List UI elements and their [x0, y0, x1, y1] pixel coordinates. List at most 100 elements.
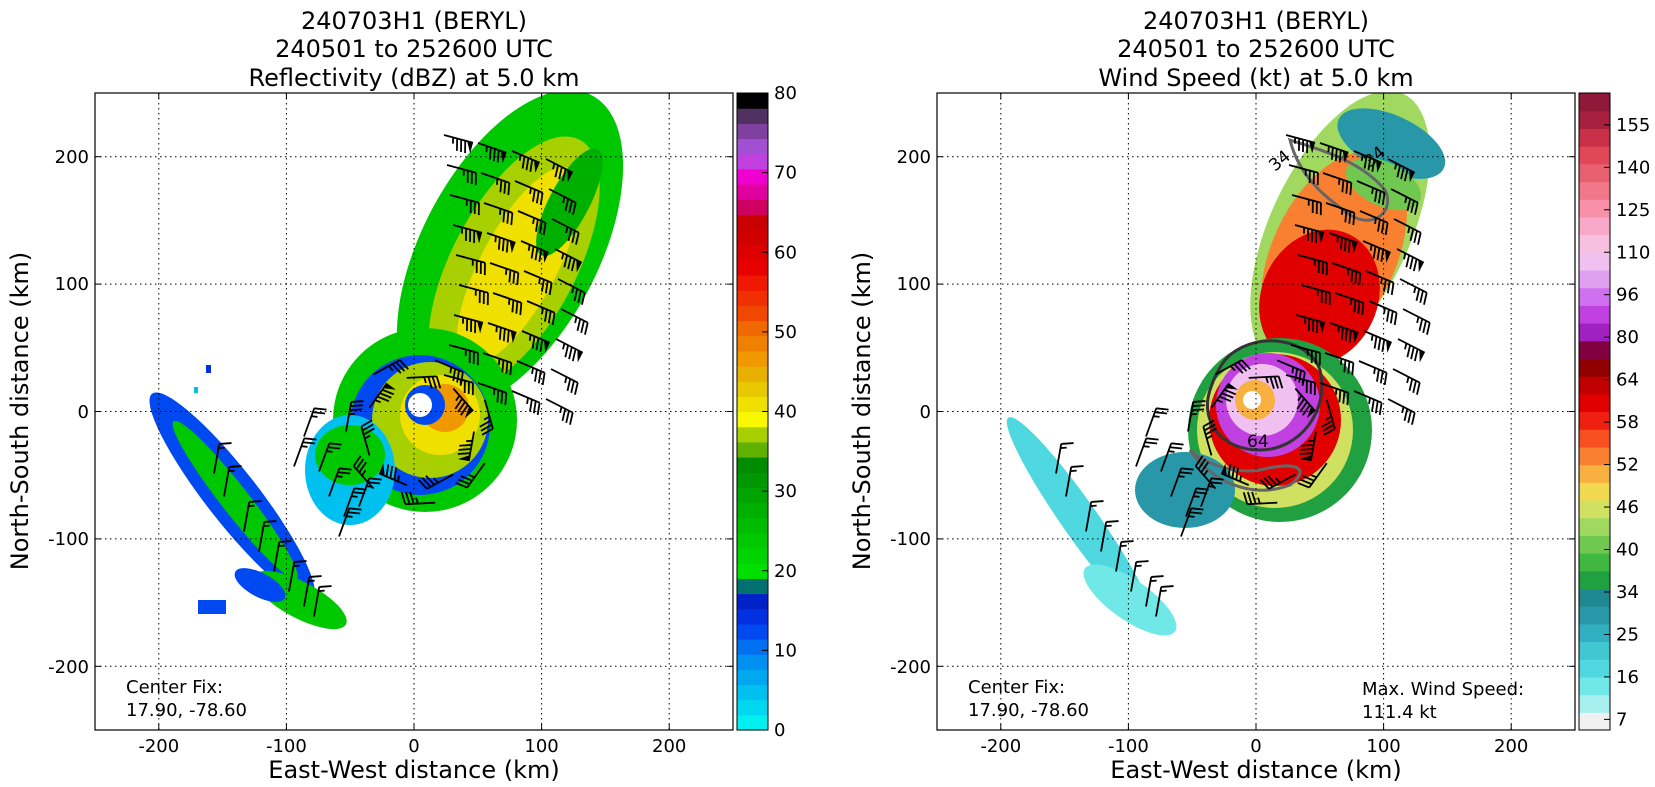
colorbar-swatch [1579, 287, 1610, 306]
wind-barb [1368, 300, 1398, 326]
colorbar-swatch [737, 593, 768, 610]
wind-barb [1290, 344, 1321, 366]
panel1-xlabel: East-West distance (km) [268, 756, 559, 784]
wind-barb [526, 300, 556, 326]
colorbar-swatch [1579, 482, 1610, 501]
wind-barb [477, 382, 508, 406]
contour-label-64: 64 [1247, 432, 1269, 452]
wind-barb [480, 172, 511, 196]
wind-barb [1187, 400, 1206, 432]
wind-barb [1353, 150, 1382, 173]
wind-barb [1319, 142, 1349, 164]
colorbar-swatch [737, 275, 768, 291]
wind-barb [1399, 278, 1428, 305]
wind-barb [352, 455, 375, 490]
colorbar-swatch [1579, 712, 1610, 731]
wind-barb [523, 270, 553, 296]
colorbar-swatch [1579, 606, 1610, 625]
colorbar-swatch [1579, 146, 1610, 165]
panel1-title-line3: Reflectivity (dBZ) at 5.0 km [249, 64, 580, 92]
wind-barb [1325, 202, 1356, 226]
colorbar-swatch [737, 714, 768, 731]
colorbar-swatch [1579, 623, 1610, 643]
wind-barb [1100, 520, 1119, 552]
colorbar-swatch [737, 578, 768, 595]
wind-barb [1085, 500, 1104, 532]
wind-barb [1055, 442, 1074, 474]
colorbar-swatch [1579, 340, 1610, 360]
panel2-xtick-label: 200 [1494, 736, 1528, 757]
colorbar-swatch [737, 168, 768, 185]
wind-barb [554, 248, 583, 273]
colorbar-tick-label: 96 [1616, 285, 1639, 306]
wind-barb [457, 431, 475, 462]
colorbar-swatch [1579, 588, 1610, 607]
wind-barb [1185, 487, 1209, 517]
colorbar-swatch [1579, 199, 1610, 218]
wind-barb [1145, 575, 1164, 607]
colorbar-tick-label: 70 [774, 163, 797, 184]
colorbar-swatch [1579, 676, 1610, 696]
wind-barb [318, 442, 342, 472]
colorbar-swatch [1579, 694, 1610, 713]
colorbar-swatch [1579, 659, 1610, 678]
panel2-center-fix-label: Center Fix: [968, 677, 1065, 698]
colorbar-tick-label: 52 [1616, 455, 1639, 476]
wind-barb [406, 375, 442, 389]
colorbar-swatch [737, 548, 768, 564]
wind-barb [243, 500, 262, 532]
wind-barb [1393, 218, 1422, 245]
colorbar-swatch [737, 108, 768, 124]
wind-barb [328, 467, 352, 497]
wind-barb [446, 164, 477, 186]
colorbar-swatch [1579, 110, 1610, 129]
wind-barb [1321, 399, 1336, 436]
panel1-wind-barbs [213, 134, 589, 617]
wind-barb [1220, 463, 1250, 486]
wind-barb [1331, 262, 1362, 286]
wind-barb [258, 520, 277, 552]
colorbar-swatch [1579, 358, 1610, 377]
panel1-center-fix-value: 17.90, -78.60 [126, 700, 247, 721]
colorbar-swatch [1579, 93, 1610, 112]
panel1-grid [95, 93, 733, 730]
panel1-center-fix-label: Center Fix: [126, 677, 223, 698]
panel2-title-line1: 240703H1 (BERYL) [1143, 7, 1369, 35]
wind-barb [1297, 254, 1328, 276]
colorbar-swatch [1579, 163, 1610, 183]
colorbar-swatch [1579, 553, 1610, 572]
wind-barb [452, 224, 483, 244]
colorbar-swatch [737, 457, 768, 473]
wind-barb [1402, 308, 1431, 335]
colorbar-swatch [1579, 181, 1610, 200]
colorbar-tick-label: 20 [774, 561, 797, 582]
panel2-grid [937, 93, 1575, 730]
wind-barb [400, 491, 436, 506]
wind-barb [1130, 560, 1149, 592]
colorbar-swatch [737, 229, 768, 246]
colorbar-tick-label: 125 [1616, 200, 1650, 221]
wind-barb [345, 400, 364, 432]
wind-speed-colorbar-ticks: 7 16 25 34 40 46 52 58 64 80 96 110 125 140 155 [1604, 115, 1650, 730]
colorbar-tick-label: 58 [1616, 412, 1639, 433]
wind-barb [458, 284, 489, 306]
wind-speed-colorbar [1579, 93, 1610, 731]
colorbar-swatch [737, 699, 768, 716]
colorbar-swatch [737, 684, 768, 701]
wind-barb [1397, 338, 1426, 363]
wind-barb [1319, 382, 1350, 406]
wind-barb [479, 399, 494, 436]
colorbar-swatch [1579, 252, 1610, 271]
wind-barb [1065, 465, 1084, 497]
wind-barb [1329, 322, 1359, 344]
colorbar-swatch [737, 335, 768, 352]
colorbar-swatch [1579, 128, 1610, 147]
panel2-ytick-label: 200 [897, 147, 931, 168]
wind-barb [1210, 382, 1238, 409]
wind-barb [1387, 158, 1416, 183]
wind-barb [1390, 188, 1419, 215]
colorbar-tick-label: 110 [1616, 242, 1650, 263]
wind-barb [1353, 390, 1383, 416]
wind-barb [477, 142, 507, 164]
wind-barb [1359, 210, 1389, 236]
